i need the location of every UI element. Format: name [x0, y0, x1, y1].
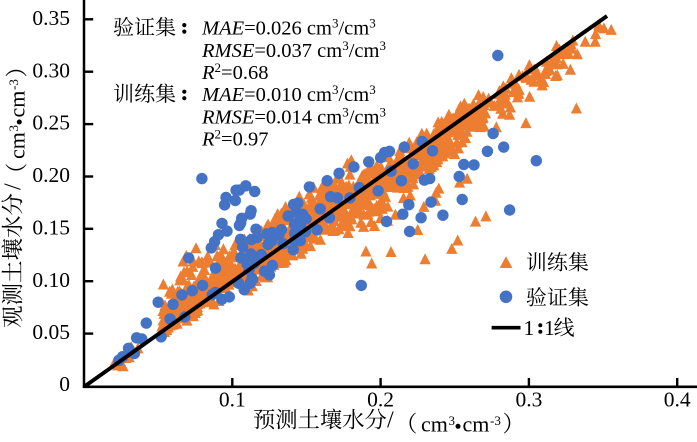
svg-text:0.2: 0.2	[367, 388, 394, 412]
svg-text:0.15: 0.15	[32, 215, 70, 239]
svg-text:/: /	[387, 408, 394, 434]
svg-text:0.05: 0.05	[32, 320, 70, 344]
svg-text:0.1: 0.1	[219, 388, 246, 412]
svg-text:0.35: 0.35	[32, 6, 70, 30]
svg-text:/: /	[1, 183, 27, 190]
svg-text:RMSE=0.037 cm3/cm3: RMSE=0.037 cm3/cm3	[201, 38, 386, 62]
svg-text:MAE=0.010 cm3/cm3: MAE=0.010 cm3/cm3	[201, 82, 376, 106]
svg-text:R2=0.97: R2=0.97	[201, 127, 268, 151]
svg-text:0.30: 0.30	[32, 58, 70, 82]
svg-text:1: 1	[524, 316, 535, 340]
svg-text:0.25: 0.25	[32, 111, 70, 135]
svg-text:R2=0.68: R2=0.68	[201, 60, 268, 84]
svg-text:RMSE=0.014 cm3/cm3: RMSE=0.014 cm3/cm3	[201, 104, 386, 128]
svg-text:0.10: 0.10	[32, 268, 70, 292]
svg-text:1: 1	[544, 316, 555, 340]
svg-text:MAE=0.026 cm3/cm3: MAE=0.026 cm3/cm3	[201, 16, 376, 40]
svg-text:0.3: 0.3	[515, 388, 542, 412]
svg-text:0.4: 0.4	[664, 388, 691, 412]
svg-text:0.20: 0.20	[32, 163, 70, 187]
svg-text:0: 0	[59, 372, 70, 396]
